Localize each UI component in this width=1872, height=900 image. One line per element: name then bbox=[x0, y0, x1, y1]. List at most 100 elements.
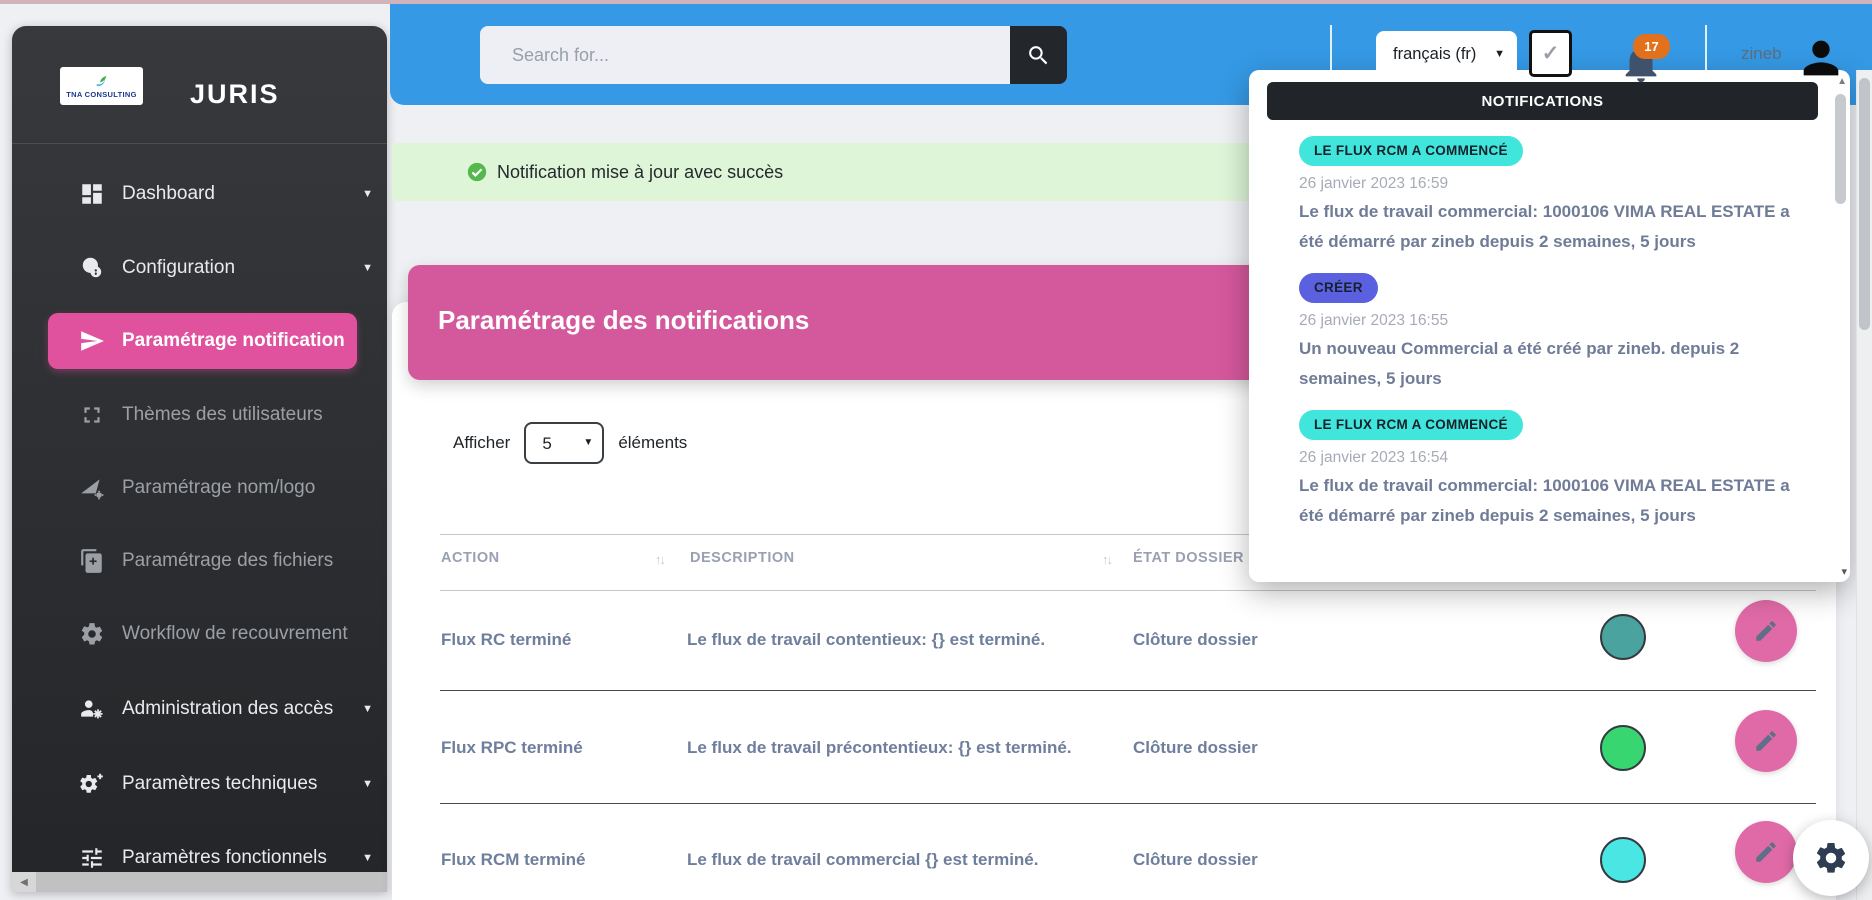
topbar-divider bbox=[1330, 25, 1332, 81]
search-input[interactable] bbox=[480, 26, 1010, 84]
sort-icon[interactable]: ↑↓ bbox=[655, 552, 666, 567]
search-bar bbox=[480, 26, 1067, 84]
scroll-down-icon[interactable]: ▾ bbox=[1841, 566, 1847, 578]
notifications-list: LE FLUX RCM A COMMENCÉ 26 janvier 2023 1… bbox=[1299, 136, 1790, 547]
notifications-dropdown: NOTIFICATIONS LE FLUX RCM A COMMENCÉ 26 … bbox=[1249, 70, 1850, 582]
table-header-bottom-border bbox=[440, 590, 1816, 591]
leaf-logo-icon bbox=[91, 73, 113, 89]
sidebar-divider bbox=[12, 143, 387, 144]
user-gear-icon bbox=[79, 696, 105, 722]
dropdown-scrollbar[interactable]: ▲ ▾ bbox=[1833, 72, 1848, 580]
fullscreen-icon bbox=[79, 402, 105, 428]
page-size-control: Afficher 5 ▼ éléments bbox=[453, 422, 687, 464]
topbar-divider bbox=[1705, 25, 1707, 81]
logo-caption: TNA CONSULTING bbox=[66, 90, 137, 99]
cell-etat: Clôture dossier bbox=[1133, 738, 1258, 757]
brand-header: TNA CONSULTING JURIS bbox=[12, 26, 387, 143]
edit-button[interactable] bbox=[1735, 600, 1797, 662]
edit-button[interactable] bbox=[1735, 821, 1797, 883]
tna-consulting-logo: TNA CONSULTING bbox=[60, 67, 143, 105]
notification-item[interactable]: CRÉER 26 janvier 2023 16:55 Un nouveau C… bbox=[1299, 273, 1790, 394]
sidebar-item-parametres-techniques[interactable]: Paramètres techniques ▼ bbox=[12, 758, 387, 810]
notification-count-badge: 17 bbox=[1633, 34, 1670, 59]
chevron-down-icon: ▼ bbox=[362, 852, 373, 864]
notification-message: Un nouveau Commercial a été créé par zin… bbox=[1299, 339, 1740, 388]
notification-item[interactable]: LE FLUX RCM A COMMENCÉ 26 janvier 2023 1… bbox=[1299, 136, 1790, 257]
page-title: Paramétrage des notifications bbox=[438, 305, 810, 335]
status-color-dot[interactable] bbox=[1600, 725, 1646, 771]
notification-date: 26 janvier 2023 16:54 bbox=[1299, 449, 1449, 466]
signature-gear-icon bbox=[79, 475, 105, 501]
language-select-wrap: français (fr) ▼ bbox=[1376, 31, 1517, 77]
settings-fab-button[interactable] bbox=[1793, 820, 1869, 896]
notification-message: Le flux de travail commercial: 1000106 V… bbox=[1299, 476, 1790, 525]
cell-description: Le flux de travail précontentieux: {} es… bbox=[687, 738, 1072, 757]
sidebar-item-themes-utilisateurs[interactable]: Thèmes des utilisateurs bbox=[12, 389, 387, 441]
cell-action: Flux RC terminé bbox=[441, 630, 572, 649]
scroll-up-icon[interactable]: ▲ bbox=[1837, 76, 1847, 87]
items-label: éléments bbox=[618, 433, 688, 452]
dropdown-scrollbar-thumb[interactable] bbox=[1835, 94, 1846, 204]
username-label: zineb bbox=[1741, 44, 1782, 63]
pencil-icon bbox=[1753, 618, 1779, 644]
notification-type-badge: LE FLUX RCM A COMMENCÉ bbox=[1299, 410, 1523, 440]
chevron-down-icon: ▼ bbox=[362, 262, 373, 274]
notification-date: 26 janvier 2023 16:55 bbox=[1299, 312, 1449, 329]
chevron-down-icon: ▼ bbox=[362, 188, 373, 200]
success-check-icon bbox=[466, 161, 488, 183]
notification-message: Le flux de travail commercial: 1000106 V… bbox=[1299, 202, 1790, 251]
configuration-icon bbox=[79, 255, 105, 281]
chevron-down-icon: ▼ bbox=[362, 778, 373, 790]
edit-button[interactable] bbox=[1735, 710, 1797, 772]
column-header-etat-dossier[interactable]: ÉTAT DOSSIER bbox=[1133, 550, 1244, 566]
page-scrollbar-thumb[interactable] bbox=[1859, 78, 1870, 330]
success-alert-text: Notification mise à jour avec succès bbox=[497, 161, 784, 182]
sidebar-item-workflow-recouvrement[interactable]: Workflow de recouvrement bbox=[12, 608, 387, 660]
gear-plus-icon bbox=[79, 771, 105, 797]
confirm-language-button[interactable]: ✓ bbox=[1529, 30, 1572, 77]
notifications-settings-card: Afficher 5 ▼ éléments ACTION ↑↓ DESCRIPT… bbox=[392, 302, 1836, 900]
horizontal-scrollbar[interactable]: ◀ bbox=[12, 872, 387, 892]
file-copy-icon bbox=[79, 548, 105, 574]
column-header-action[interactable]: ACTION bbox=[441, 550, 500, 566]
page-scrollbar[interactable] bbox=[1856, 70, 1872, 900]
gear-icon bbox=[79, 621, 105, 647]
sidebar-item-configuration[interactable]: Configuration ▼ bbox=[12, 242, 387, 294]
check-icon: ✓ bbox=[1541, 42, 1560, 65]
column-header-description[interactable]: DESCRIPTION bbox=[690, 550, 795, 566]
notification-item[interactable]: LE FLUX RCM A COMMENCÉ 26 janvier 2023 1… bbox=[1299, 410, 1790, 531]
sliders-icon bbox=[79, 845, 105, 871]
sort-icon[interactable]: ↑↓ bbox=[1102, 552, 1113, 567]
sidebar-item-parametres-fonctionnels[interactable]: Paramètres fonctionnels ▼ bbox=[12, 832, 387, 884]
sidebar-item-parametrage-nom-logo[interactable]: Paramétrage nom/logo bbox=[12, 462, 387, 514]
cell-action: Flux RPC terminé bbox=[441, 738, 583, 757]
cell-etat: Clôture dossier bbox=[1133, 630, 1258, 649]
page-size-select[interactable]: 5 bbox=[524, 422, 605, 464]
horizontal-scrollbar-thumb[interactable] bbox=[36, 872, 387, 892]
notification-type-badge: LE FLUX RCM A COMMENCÉ bbox=[1299, 136, 1523, 166]
dashboard-icon bbox=[79, 181, 105, 207]
window-top-edge bbox=[0, 0, 1872, 4]
app-title: JURIS bbox=[190, 79, 280, 109]
chevron-down-icon: ▼ bbox=[362, 703, 373, 715]
search-button[interactable] bbox=[1010, 26, 1067, 84]
status-color-dot[interactable] bbox=[1600, 837, 1646, 883]
pencil-icon bbox=[1753, 728, 1779, 754]
sidebar-item-parametrage-notification[interactable]: Paramétrage notification bbox=[48, 313, 357, 369]
scroll-left-icon[interactable]: ◀ bbox=[12, 872, 36, 892]
row-divider bbox=[440, 803, 1816, 804]
cell-description: Le flux de travail commercial {} est ter… bbox=[687, 850, 1039, 869]
user-avatar[interactable] bbox=[1795, 32, 1847, 84]
language-select[interactable]: français (fr) bbox=[1376, 31, 1517, 77]
sidebar-item-administration-acces[interactable]: Administration des accès ▼ bbox=[12, 683, 387, 735]
notification-type-badge: CRÉER bbox=[1299, 273, 1378, 303]
sidebar-item-dashboard[interactable]: Dashboard ▼ bbox=[12, 168, 387, 220]
notifications-bell-button[interactable]: 17 bbox=[1618, 34, 1678, 86]
person-icon bbox=[1795, 32, 1847, 84]
notifications-dropdown-title: NOTIFICATIONS bbox=[1267, 82, 1818, 120]
sidebar: TNA CONSULTING JURIS Dashboard ▼ Configu… bbox=[12, 26, 387, 892]
sidebar-item-parametrage-fichiers[interactable]: Paramétrage des fichiers bbox=[12, 535, 387, 587]
show-label: Afficher bbox=[453, 433, 511, 452]
status-color-dot[interactable] bbox=[1600, 614, 1646, 660]
send-icon bbox=[79, 328, 105, 354]
